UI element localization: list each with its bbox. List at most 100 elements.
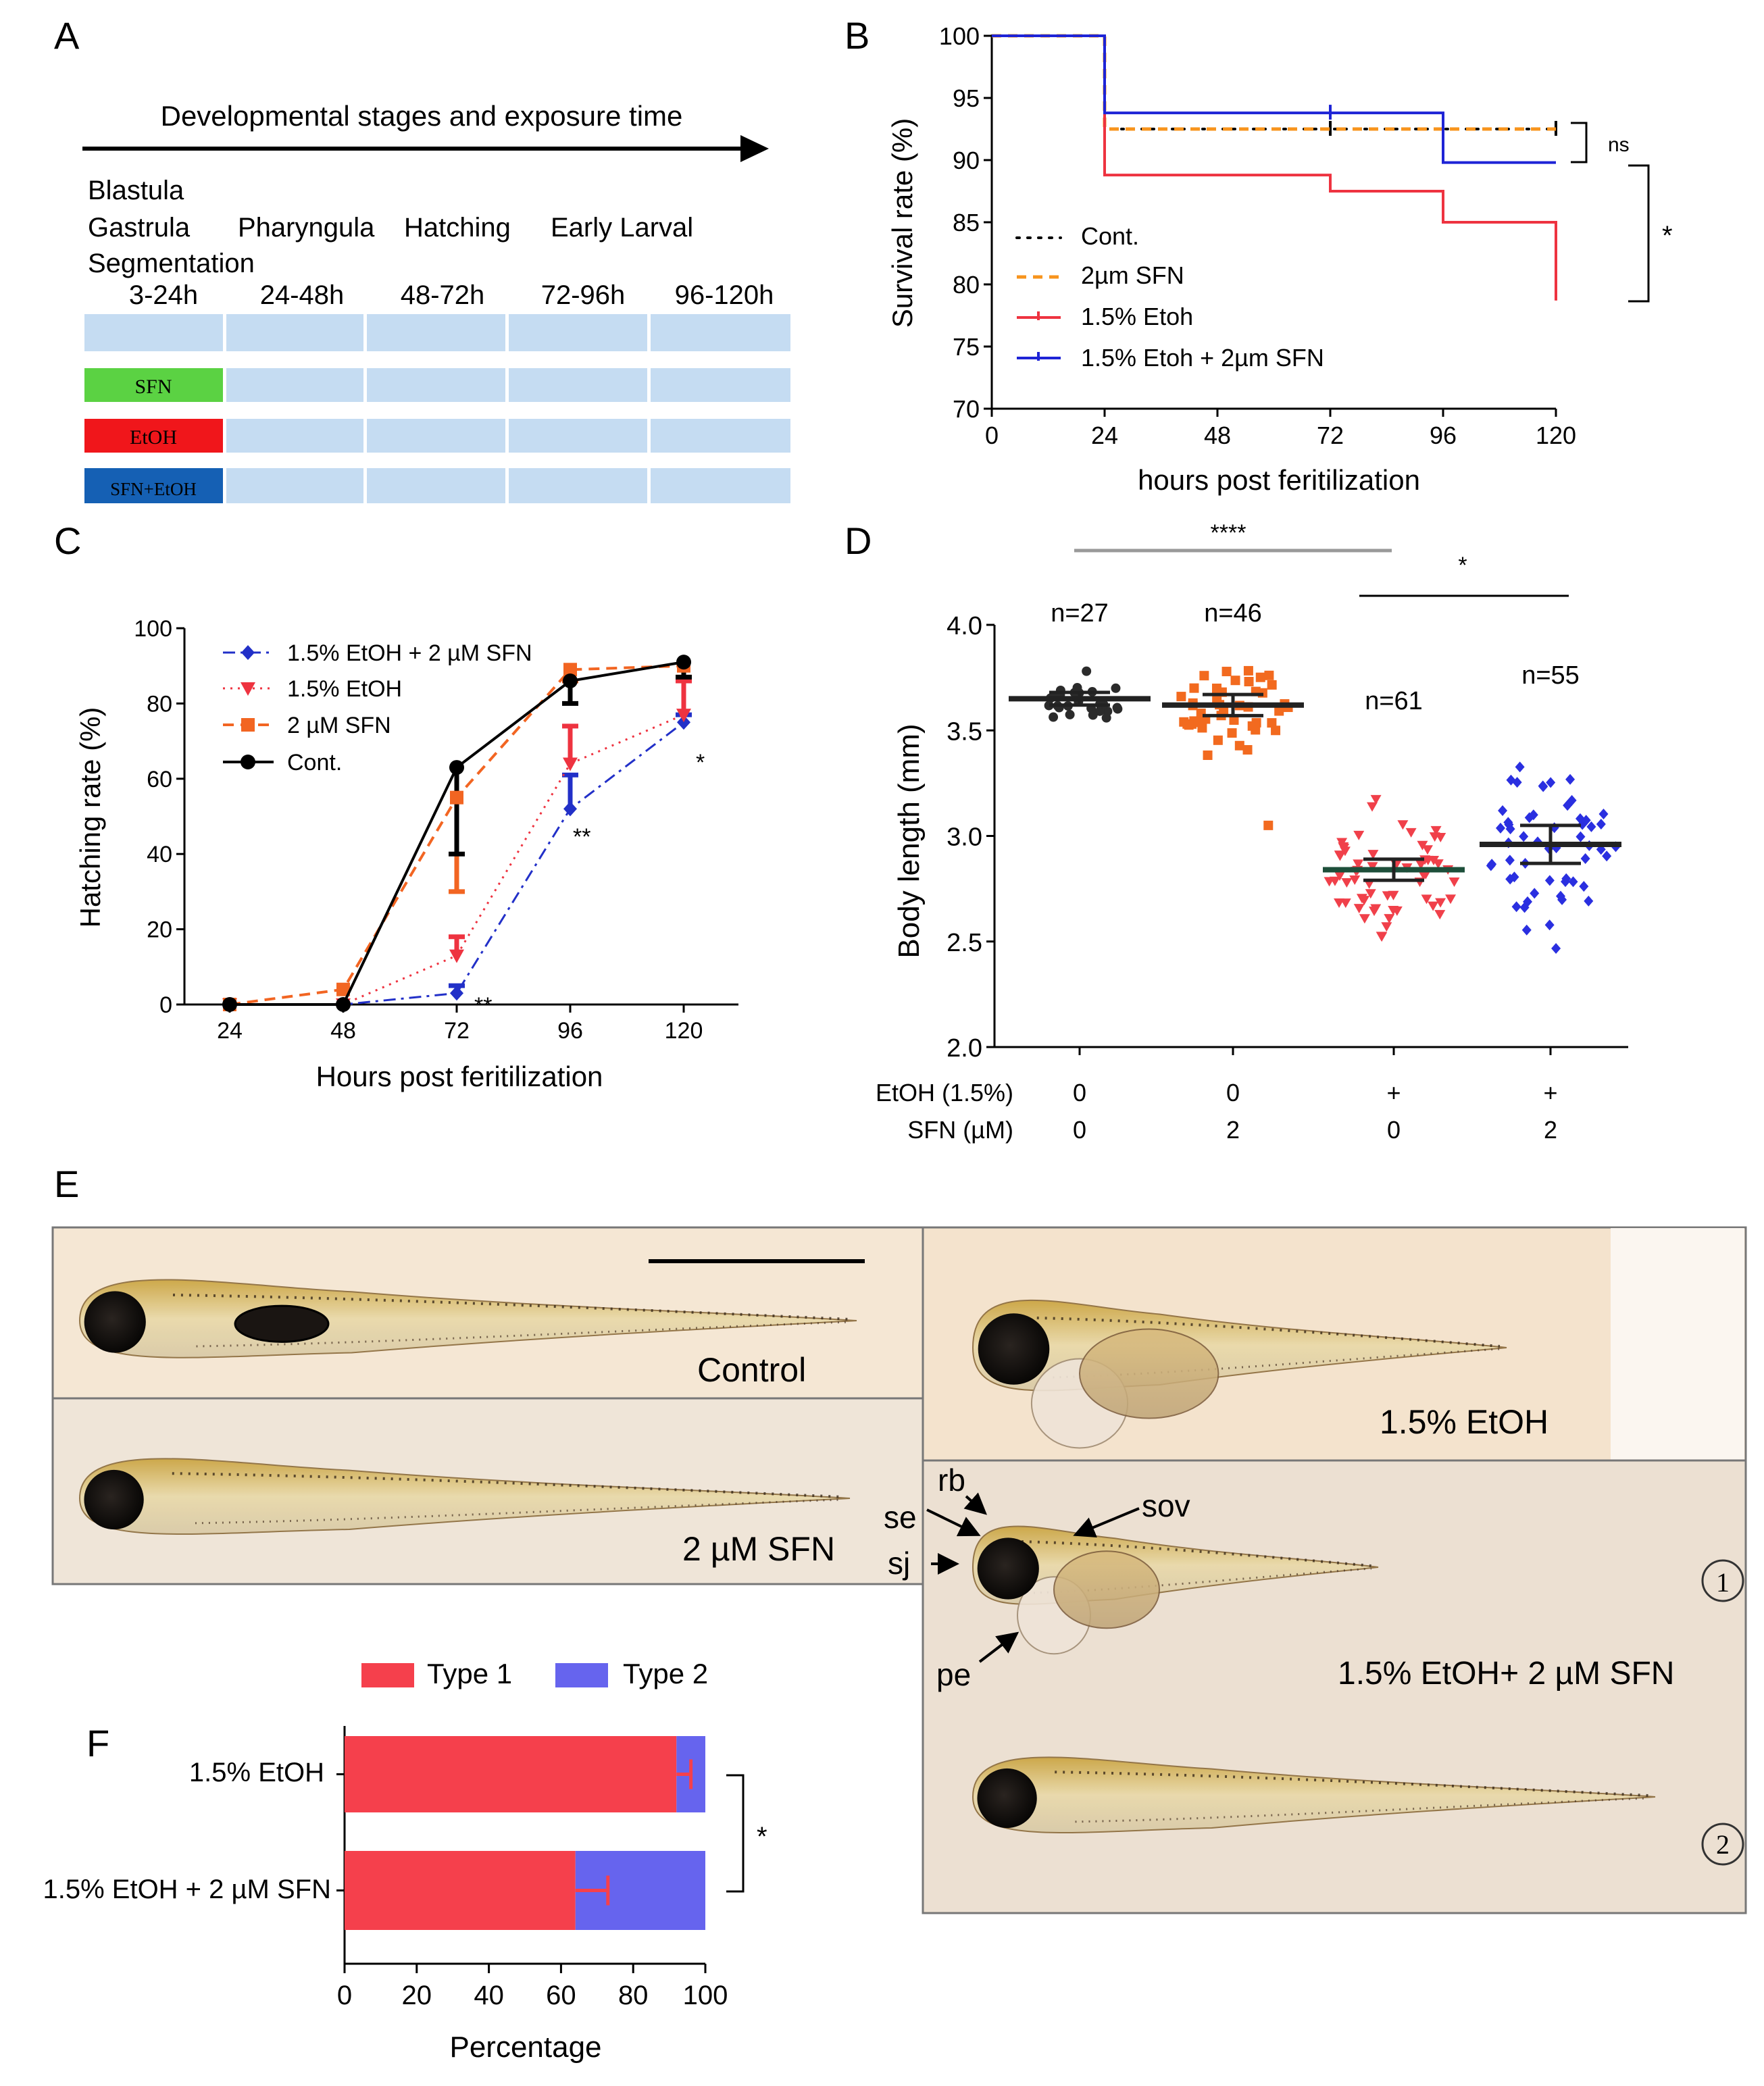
f-xtick-label: 20 (402, 1981, 432, 2010)
b-ytick-label: 100 (939, 22, 980, 50)
larva-yolk (1079, 1328, 1219, 1419)
c-sig-96: ** (573, 824, 590, 850)
b-xtick-label: 96 (1430, 422, 1457, 449)
d-point (1101, 713, 1111, 723)
d-point (1598, 808, 1609, 819)
d-sig-4star: **** (1211, 520, 1246, 546)
d-point (1596, 818, 1606, 830)
c-ytick-label: 80 (147, 691, 172, 717)
subtype-2-circle (1701, 1823, 1744, 1866)
d-ytick-label: 3.0 (947, 823, 982, 852)
d-n-4: n=55 (1521, 661, 1580, 690)
c-legend-cont: Cont. (287, 750, 342, 775)
arrow-rb (963, 1492, 987, 1515)
timeline-arrowhead (740, 135, 769, 162)
d-point (1113, 704, 1123, 714)
exposure-cell (367, 368, 505, 402)
d-point (1189, 683, 1199, 693)
b-ytick-label: 80 (953, 271, 980, 299)
d-point (1421, 845, 1433, 855)
d-point (1267, 680, 1277, 690)
f-xtick-label: 60 (546, 1981, 576, 2010)
arrow-sov (1073, 1507, 1140, 1538)
d-point (1521, 924, 1532, 936)
d-point (1044, 701, 1054, 711)
d-point (1193, 717, 1203, 728)
d-point (1498, 805, 1508, 816)
f-cat-combo: 1.5% EtOH + 2 µM SFN (43, 1875, 331, 1904)
larva-pigment (1036, 1317, 1501, 1348)
d-point (1088, 710, 1098, 720)
d-point (1271, 726, 1281, 736)
d-sfn-value: 0 (1073, 1116, 1086, 1144)
time-72-96: 72-96h (541, 280, 626, 310)
d-point (1421, 894, 1432, 905)
d-etoh-value: 0 (1073, 1079, 1086, 1106)
c-series-combo-point (563, 801, 577, 817)
d-point (1274, 706, 1284, 716)
c-series-cont-point (449, 760, 464, 775)
panel-label-e: E (54, 1163, 79, 1205)
d-point (1432, 859, 1444, 869)
d-point (1176, 692, 1186, 702)
b-xtick-label: 24 (1091, 422, 1118, 449)
d-point (1505, 823, 1515, 835)
arrow-label-pe: pe (936, 1657, 971, 1692)
hatching-chart: 0 20 40 60 80 100 24 48 72 96 120 (134, 616, 738, 1044)
d-point (1334, 871, 1345, 881)
f-bar-type1 (345, 1736, 677, 1812)
time-3-24: 3-24h (129, 280, 198, 310)
d-point (1376, 932, 1388, 942)
row-combo-label: SFN+EtOH (110, 479, 197, 499)
d-point (1557, 894, 1567, 905)
d-point (1353, 830, 1365, 840)
d-n-2: n=46 (1204, 599, 1262, 628)
d-sfn-value: 0 (1387, 1116, 1401, 1144)
c-ytick-label: 0 (159, 992, 172, 1018)
b-bracket-ns (1571, 122, 1588, 163)
b-legend-sfn: 2µm SFN (1081, 261, 1184, 289)
exposure-cell (509, 368, 647, 402)
panel-e: Control 2 µM SFN 1.5% EtOH 1.5% EtOH+ 2 … (51, 1226, 1747, 1914)
exposure-cell (84, 368, 223, 402)
d-point (1568, 876, 1578, 888)
d-point (1519, 902, 1530, 913)
d-point (1247, 721, 1257, 731)
exposure-cell (509, 468, 647, 503)
subtype-1-circle (1701, 1559, 1744, 1602)
f-xlabel: Percentage (449, 2031, 601, 2064)
row-sfn-label: SFN (134, 376, 172, 398)
d-point (1359, 896, 1370, 906)
exposure-cell (651, 468, 790, 503)
d-point (1370, 904, 1382, 914)
d-point (1230, 676, 1240, 686)
d-point (1359, 914, 1370, 924)
exposure-cell (651, 368, 790, 402)
exposure-cell (226, 314, 363, 351)
c-xtick-label: 48 (330, 1018, 356, 1044)
d-point (1515, 761, 1525, 773)
b-ytick-label: 75 (953, 333, 980, 361)
d-point (1184, 720, 1194, 730)
d-point (1546, 777, 1556, 788)
c-legend-marker (241, 718, 255, 732)
b-ytick-label: 90 (953, 147, 980, 174)
c-ytick-label: 20 (147, 917, 172, 943)
c-series-combo (230, 721, 684, 1006)
d-point (1367, 802, 1378, 812)
larva-combo-type2 (972, 1756, 1656, 1834)
larva-body (78, 1458, 851, 1535)
c-series-cont-point (336, 997, 351, 1012)
panel-f: 0 20 40 60 80 100 Type 1 Type 2 1.5% EtOH 1.5… (43, 1658, 767, 2064)
arrow-label-rb: rb (938, 1462, 965, 1498)
exposure-cell (226, 368, 363, 402)
b-legend-cont: Cont. (1081, 222, 1139, 250)
d-point (1505, 855, 1515, 866)
b-series-etoh (992, 34, 1557, 301)
larva-eye (84, 1469, 144, 1530)
arrow-pe (978, 1631, 1019, 1663)
arrow-label-se: se (884, 1500, 917, 1535)
survival-chart: 70 75 80 85 90 95 100 0 24 48 72 96 120 (939, 22, 1650, 449)
d-point (1370, 794, 1382, 805)
d-point (1203, 750, 1213, 760)
